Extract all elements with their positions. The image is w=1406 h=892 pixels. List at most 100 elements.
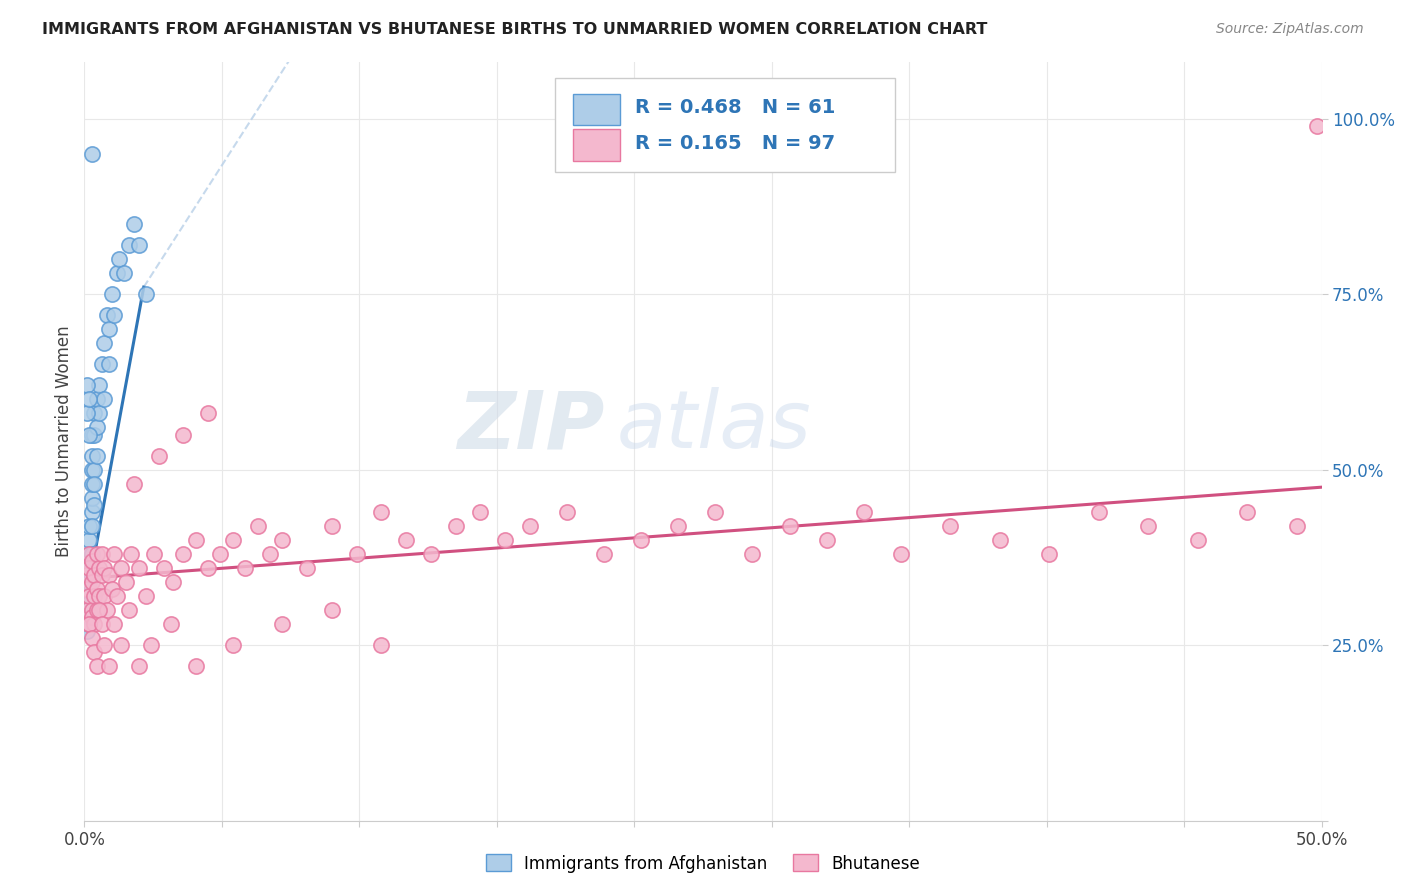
Point [630, 533, 652, 547]
Point [79, 561, 101, 575]
Point [555, 505, 578, 519]
Point [80, 518, 103, 533]
Point [470, 505, 492, 519]
Point [76, 582, 98, 596]
Point [79, 518, 101, 533]
Point [79, 589, 101, 603]
Point [86, 449, 108, 463]
Point [1137, 518, 1160, 533]
Point [666, 518, 689, 533]
Point [86, 603, 108, 617]
Point [222, 638, 245, 652]
Point [80, 547, 103, 561]
Point [80, 146, 103, 161]
Point [80, 449, 103, 463]
Text: R = 0.165   N = 97: R = 0.165 N = 97 [636, 134, 835, 153]
Point [80, 505, 103, 519]
Point [79, 617, 101, 632]
Point [80, 491, 103, 505]
Point [89, 603, 111, 617]
Point [197, 561, 219, 575]
Point [76, 603, 98, 617]
Point [89, 407, 111, 421]
Point [108, 252, 131, 266]
Point [79, 547, 101, 561]
Point [96, 603, 118, 617]
Point [76, 407, 98, 421]
Point [76, 574, 98, 589]
Point [90, 547, 112, 561]
Point [83, 476, 105, 491]
Point [76, 624, 98, 639]
Point [128, 659, 150, 673]
Point [184, 533, 207, 547]
Point [395, 533, 418, 547]
Point [79, 547, 101, 561]
Point [80, 476, 103, 491]
Point [110, 561, 132, 575]
Point [112, 266, 135, 280]
Point [83, 589, 105, 603]
Point [86, 392, 108, 407]
Point [80, 554, 103, 568]
Point [321, 518, 343, 533]
Text: Source: ZipAtlas.com: Source: ZipAtlas.com [1216, 22, 1364, 37]
Point [86, 547, 108, 561]
Point [779, 518, 801, 533]
Point [79, 568, 101, 582]
Text: ZIP: ZIP [457, 387, 605, 466]
Point [79, 617, 101, 632]
Point [115, 574, 138, 589]
Point [209, 547, 232, 561]
Point [162, 574, 184, 589]
FancyBboxPatch shape [554, 78, 894, 172]
Point [79, 596, 101, 610]
Point [80, 603, 103, 617]
Point [741, 547, 763, 561]
Point [83, 427, 105, 442]
Point [815, 533, 838, 547]
Point [1236, 505, 1258, 519]
Point [122, 217, 145, 231]
Point [93, 392, 115, 407]
Point [271, 533, 294, 547]
Text: atlas: atlas [616, 387, 811, 466]
FancyBboxPatch shape [574, 129, 620, 161]
Point [76, 582, 98, 596]
Point [148, 449, 170, 463]
Point [120, 547, 142, 561]
Point [1285, 518, 1308, 533]
Point [79, 533, 101, 547]
Point [79, 427, 101, 442]
Point [89, 378, 111, 392]
FancyBboxPatch shape [574, 94, 620, 126]
Point [98, 322, 121, 336]
Point [141, 638, 163, 652]
Point [79, 617, 101, 632]
Point [83, 568, 105, 582]
Point [444, 518, 467, 533]
Point [90, 568, 112, 582]
Point [79, 582, 101, 596]
Point [246, 518, 269, 533]
Point [90, 617, 112, 632]
Point [80, 427, 103, 442]
Point [370, 638, 392, 652]
Point [135, 287, 157, 301]
Legend: Immigrants from Afghanistan, Bhutanese: Immigrants from Afghanistan, Bhutanese [479, 847, 927, 880]
Point [103, 547, 125, 561]
Point [98, 357, 121, 371]
Point [80, 574, 103, 589]
Point [271, 617, 294, 632]
Point [259, 547, 281, 561]
Point [128, 238, 150, 252]
Point [122, 476, 145, 491]
Point [419, 547, 441, 561]
Point [142, 547, 165, 561]
Text: R = 0.468   N = 61: R = 0.468 N = 61 [636, 98, 835, 118]
Point [172, 427, 194, 442]
Point [1038, 547, 1060, 561]
Point [1088, 505, 1111, 519]
Point [1187, 533, 1209, 547]
Point [86, 582, 108, 596]
